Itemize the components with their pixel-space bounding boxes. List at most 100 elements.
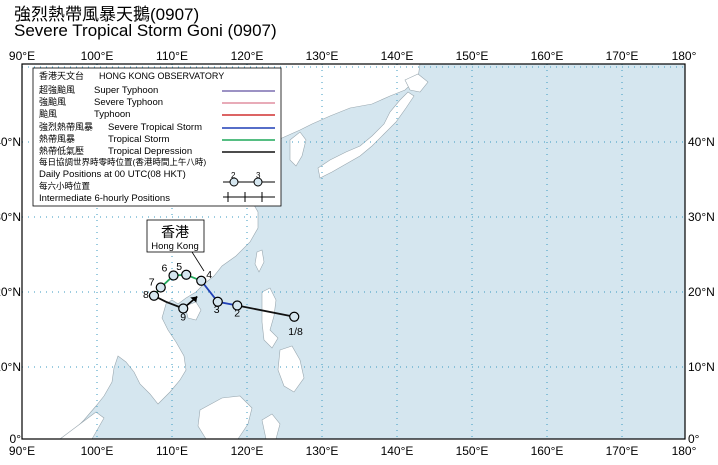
legend-sample-label: 3 [256,171,261,180]
legend-item-zh: 颱風 [39,109,57,119]
daily-position-marker: 6 [162,263,179,281]
lat-tick-label: 0° [10,432,22,446]
lon-labels-bottom: 90°E 100°E 110°E 120°E 130°E 140°E 150°E… [9,444,697,458]
sulawesi [261,413,281,440]
legend-daily-en: Daily Positions at 00 UTC(08 HKT) [39,169,186,180]
daily-position-dot [196,275,207,286]
lat-tick-label: 30°N [0,210,21,224]
lon-tick-label: 90°E [9,49,35,63]
track-arrow-head [190,296,198,303]
philippines-south [277,345,305,393]
daily-position-marker: 5 [176,261,192,280]
lon-tick-label: 180° [672,49,697,63]
lon-tick-label: 110°E [156,49,188,63]
hong-kong-pointer [191,251,205,272]
daily-position-label: 2 [234,308,240,320]
daily-position-label: 6 [162,263,168,275]
legend-item-en: Severe Tropical Storm [108,122,202,133]
daily-position-marker: 9 [178,303,189,324]
legend-sample-label: 2 [231,171,236,180]
legend-item-zh: 強颱風 [39,96,66,107]
lat-tick-label: 40°N [0,135,21,149]
daily-position-marker: 1/8 [288,311,303,338]
daily-position-marker: 7 [149,277,166,293]
lon-tick-label: 100°E [81,49,114,63]
daily-position-dot [148,290,160,301]
lon-tick-label: 130°E [306,444,339,458]
legend-item-en: Tropical Depression [108,146,192,157]
track-segment-depression [237,304,295,318]
hong-kong-label-en: Hong Kong [151,241,199,252]
daily-position-label: 9 [180,312,186,324]
lon-tick-label: 170°E [606,444,639,458]
map-frame [21,63,686,440]
title-chinese: 強烈熱帶風暴天鵝(0907) [14,5,200,24]
hong-kong-box [146,219,205,253]
lon-tick-label: 160°E [531,49,564,63]
daily-position-dot [232,300,243,311]
japan-north [404,73,429,93]
lat-tick-label: 10°N [0,360,21,374]
lon-tick-label: 120°E [231,444,264,458]
daily-position-dot [289,311,300,322]
lon-tick-label: 170°E [606,49,639,63]
legend-item-en: Tropical Storm [108,134,169,145]
daily-position-dot [212,296,223,307]
legend-item-zh: 熱帶低氣壓 [39,145,84,156]
daily-position-label: 4 [206,269,212,281]
lat-tick-label: 0° [688,432,700,446]
lon-tick-label: 150°E [456,49,489,63]
legend-item-en: Super Typhoon [94,85,158,96]
legend-six-hourly-en: Intermediate 6-hourly Positions [39,193,170,204]
legend-item-en: Severe Typhoon [94,97,163,108]
lon-tick-label: 160°E [531,444,564,458]
daily-position-label: 8 [143,289,149,301]
legend-item-zh: 熱帶風暴 [39,133,75,144]
lon-tick-label: 140°E [381,444,414,458]
lat-labels-right: 0° 10°N 20°N 30°N 40°N [688,135,715,446]
borneo [197,395,253,440]
daily-position-dot [168,270,179,281]
lon-tick-label: 180° [672,444,697,458]
daily-position-marker: 8 [143,289,160,301]
daily-position-marker: 3 [212,296,223,316]
hainan [184,301,202,321]
daily-position-label: 7 [149,277,155,289]
daily-position-label: 1/8 [288,326,303,338]
daily-position-marker: 2 [232,300,243,320]
daily-position-label: 3 [214,304,220,316]
lon-tick-label: 140°E [381,49,414,63]
title-english: Severe Tropical Storm Goni (0907) [14,21,277,40]
lon-tick-label: 130°E [306,49,339,63]
lat-tick-label: 20°N [0,285,21,299]
lon-tick-label: 110°E [156,444,188,458]
taiwan [254,249,265,273]
legend-header-zh: 香港天文台 [39,70,84,81]
daily-position-dot [155,282,166,293]
japan [317,91,415,179]
legend-item-en: Typhoon [94,109,130,120]
lat-labels-left: 0° 10°N 20°N 30°N 40°N [0,135,21,446]
lat-tick-label: 20°N [688,285,715,299]
luzon [261,287,279,349]
daily-position-marker: 4 [196,269,212,286]
korea [289,131,307,167]
lat-tick-label: 30°N [688,210,715,224]
lon-tick-label: 90°E [9,444,35,458]
daily-position-dot [178,303,189,314]
legend-item-zh: 強烈熱帶風暴 [39,121,93,132]
legend-item-zh: 超強颱風 [39,84,75,95]
hong-kong-label-zh: 香港 [161,224,189,240]
hong-kong-callout: 香港 Hong Kong [146,219,205,272]
lon-tick-label: 150°E [456,444,489,458]
legend-six-hourly-zh: 每六小時位置 [39,181,91,191]
daily-position-dot [181,269,192,280]
lon-tick-label: 100°E [81,444,114,458]
lon-labels-top: 90°E 100°E 110°E 120°E 130°E 140°E 150°E… [9,49,697,63]
legend-header-en: HONG KONG OBSERVATORY [99,71,224,81]
legend-daily-zh: 每日協調世界時零時位置(香港時間上午八時) [39,157,206,167]
legend-sample-mark-1: 2 [229,171,239,187]
legend: 香港天文台 HONG KONG OBSERVATORY 超強颱風 Super T… [32,67,282,207]
